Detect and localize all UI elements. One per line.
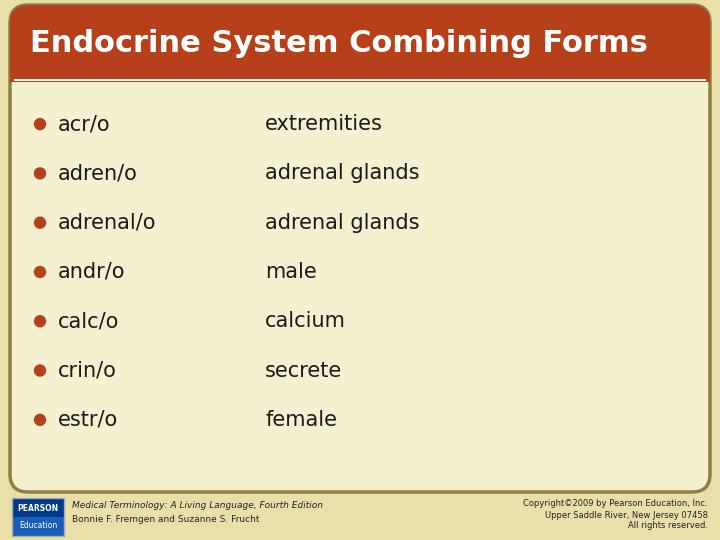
Text: male: male <box>265 262 317 282</box>
Text: adrenal/o: adrenal/o <box>58 213 156 233</box>
Circle shape <box>35 217 45 228</box>
Text: female: female <box>265 410 337 430</box>
Text: Medical Terminology: A Living Language, Fourth Edition: Medical Terminology: A Living Language, … <box>72 502 323 510</box>
Text: Education: Education <box>19 521 57 530</box>
Text: Copyright©2009 by Pearson Education, Inc.: Copyright©2009 by Pearson Education, Inc… <box>523 500 708 509</box>
Text: Endocrine System Combining Forms: Endocrine System Combining Forms <box>30 29 648 58</box>
Text: adren/o: adren/o <box>58 164 138 184</box>
Text: acr/o: acr/o <box>58 114 111 134</box>
Circle shape <box>35 119 45 130</box>
Text: crin/o: crin/o <box>58 361 117 381</box>
FancyBboxPatch shape <box>10 5 710 492</box>
Bar <box>12 498 64 536</box>
Text: andr/o: andr/o <box>58 262 125 282</box>
Text: Bonnie F. Fremgen and Suzanne S. Frucht: Bonnie F. Fremgen and Suzanne S. Frucht <box>72 516 259 524</box>
Text: secrete: secrete <box>265 361 342 381</box>
Text: adrenal glands: adrenal glands <box>265 213 420 233</box>
Bar <box>10 64 28 82</box>
Bar <box>10 64 710 82</box>
Circle shape <box>35 365 45 376</box>
Text: PEARSON: PEARSON <box>17 504 58 513</box>
Text: All rights reserved.: All rights reserved. <box>628 522 708 530</box>
Circle shape <box>35 316 45 327</box>
Text: Upper Saddle River, New Jersey 07458: Upper Saddle River, New Jersey 07458 <box>545 510 708 519</box>
Text: calcium: calcium <box>265 311 346 331</box>
Bar <box>692 64 710 82</box>
Text: calc/o: calc/o <box>58 311 120 331</box>
Bar <box>12 498 64 517</box>
Bar <box>12 517 64 536</box>
FancyBboxPatch shape <box>10 5 710 82</box>
Text: adrenal glands: adrenal glands <box>265 164 420 184</box>
Circle shape <box>35 168 45 179</box>
Circle shape <box>35 414 45 426</box>
Text: estr/o: estr/o <box>58 410 118 430</box>
Text: extremities: extremities <box>265 114 383 134</box>
Circle shape <box>35 266 45 278</box>
